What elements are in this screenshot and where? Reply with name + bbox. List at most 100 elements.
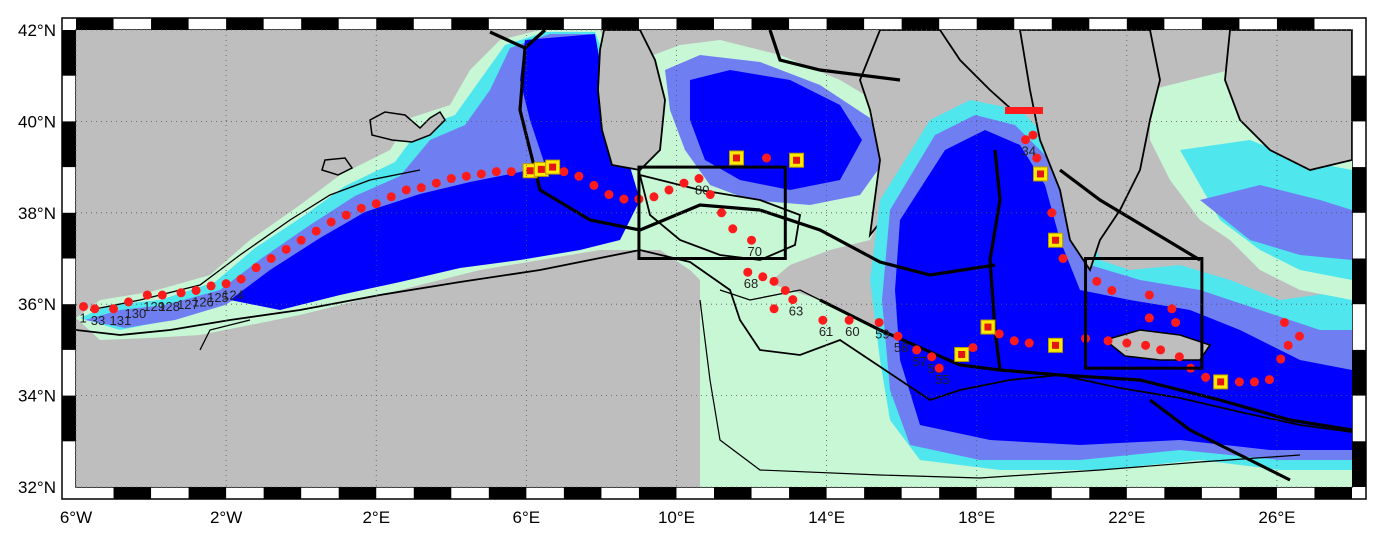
station-label: 57 <box>913 354 927 369</box>
station-dot <box>1156 345 1166 355</box>
station-dot <box>589 180 599 190</box>
frame-tick-top <box>901 18 940 30</box>
station-dot <box>401 185 411 195</box>
lat-tick-label: 40°N <box>18 112 56 131</box>
highlight-station-core <box>549 163 557 171</box>
station-label: 127 <box>177 297 199 312</box>
frame-tick-right <box>1352 258 1366 305</box>
station-label: 61 <box>819 324 833 339</box>
frame-tick-top <box>376 18 414 30</box>
station-dot <box>251 263 261 273</box>
frame-tick-top <box>1051 18 1090 30</box>
highlight-station-core <box>537 165 545 173</box>
frame-tick-top <box>1276 18 1315 30</box>
minorca-island <box>321 157 354 176</box>
frame-tick-bottom <box>113 487 152 499</box>
station-dot <box>236 274 246 284</box>
station-dot <box>371 199 381 209</box>
station-dot <box>574 171 584 181</box>
station-dot <box>109 304 119 314</box>
highlight-station-core <box>733 154 741 162</box>
station-dot <box>1174 352 1184 362</box>
station-dot <box>461 171 471 181</box>
station-label: 70 <box>748 244 762 259</box>
station-dot <box>1283 340 1293 350</box>
station-dot <box>893 331 903 341</box>
station-dot <box>1276 354 1286 364</box>
lat-tick-label: 42°N <box>18 21 56 40</box>
station-label: 60 <box>845 324 859 339</box>
station-dot <box>1264 375 1274 385</box>
station-dot <box>559 167 569 177</box>
frame-tick-top <box>601 18 639 30</box>
station-dot <box>788 295 798 305</box>
frame-tick-right <box>1352 75 1366 122</box>
station-dot <box>747 235 757 245</box>
station-dot <box>476 169 486 179</box>
frame-tick-bottom <box>864 487 902 499</box>
frame-tick-bottom <box>488 487 527 499</box>
station-dot <box>818 315 828 325</box>
station-dot <box>1144 290 1154 300</box>
station-dot <box>912 345 922 355</box>
frame-tick-left <box>62 212 76 259</box>
frame-tick-right <box>1352 349 1366 396</box>
frame-tick-top <box>226 18 264 30</box>
frame-tick-top <box>526 18 564 30</box>
frame-tick-bottom <box>1314 487 1352 499</box>
station-dot <box>694 174 704 184</box>
station-dot <box>1279 317 1289 327</box>
frame-tick-left <box>62 304 76 350</box>
station-label: 59 <box>875 326 889 341</box>
station-dot <box>386 192 396 202</box>
station-dot <box>311 226 321 236</box>
station-dot <box>341 210 351 220</box>
grid-lines <box>75 29 1352 488</box>
station-label: 131 <box>110 313 132 328</box>
turkey-mainland <box>1224 30 1352 171</box>
station-dot <box>762 153 772 163</box>
box-sicily-channel <box>637 165 787 261</box>
station-dot <box>1020 135 1030 145</box>
station-dot <box>968 343 978 353</box>
station-dot <box>266 254 276 263</box>
station-label: 126 <box>192 294 214 309</box>
axis-labels: 6°W 2°W 2°E 6°E 10°E 14°E 18°E 22°E 26°E 42°N 40°N… <box>18 21 1352 527</box>
lat-tick-label: 36°N <box>18 295 56 314</box>
frame-tick-top <box>826 18 865 30</box>
station-dot <box>1024 338 1034 348</box>
station-dot <box>994 329 1004 339</box>
station-dot <box>1032 153 1042 163</box>
western-basin-deep <box>230 34 640 310</box>
station-dot <box>1141 340 1151 350</box>
frame-tick-bottom <box>1089 487 1127 499</box>
station-dot <box>142 290 152 300</box>
lon-tick-label: 2°E <box>362 508 390 527</box>
station-dot <box>1249 377 1259 387</box>
station-dot <box>780 285 790 295</box>
station-label: 124 <box>222 288 244 303</box>
station-dot <box>619 194 629 204</box>
station-dot <box>679 178 689 188</box>
lat-tick-label: 32°N <box>18 478 56 497</box>
station-dot <box>664 185 674 195</box>
station-dot <box>649 192 659 202</box>
box-cretan <box>1084 257 1204 370</box>
station-dot <box>1201 372 1211 382</box>
station-dot <box>769 276 779 286</box>
lon-tick-label: 22°E <box>1108 508 1145 527</box>
libya-shelf-line <box>699 299 1301 479</box>
lon-tick-label: 26°E <box>1258 508 1295 527</box>
station-dot <box>446 174 456 184</box>
station-label: 63 <box>789 304 803 319</box>
frame-tick-top <box>1201 18 1240 30</box>
station-dot <box>1009 336 1019 346</box>
highlights-layer <box>522 150 1229 390</box>
frame-tick-bottom <box>939 487 977 499</box>
frame-tick-bottom <box>1164 487 1202 499</box>
highlight-station-core <box>1052 341 1060 349</box>
station-label: 33 <box>91 313 105 328</box>
station-label: 130 <box>125 306 147 321</box>
